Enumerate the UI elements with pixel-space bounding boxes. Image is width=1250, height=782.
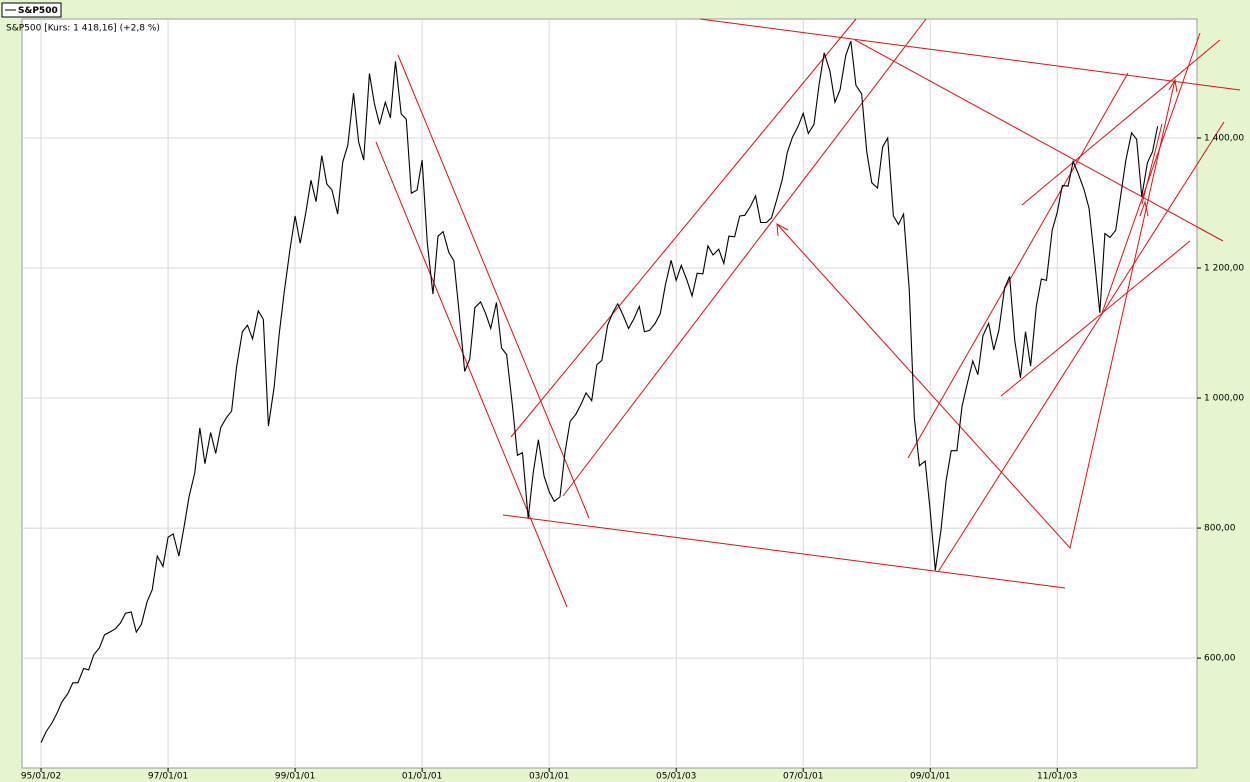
trend-line xyxy=(510,18,857,438)
x-tick-label: 99/01/01 xyxy=(275,772,315,782)
legend-box[interactable] xyxy=(1,2,62,18)
trend-line xyxy=(1141,123,1163,205)
y-tick-label: 1 400,00 xyxy=(1204,133,1244,143)
trend-line xyxy=(699,18,1241,91)
trend-line xyxy=(502,514,1066,589)
price-line xyxy=(40,40,1159,743)
series xyxy=(40,40,1159,743)
x-tick-label: 11/01/03 xyxy=(1037,772,1077,782)
chart-title: S&P500 [Kurs: 1 418,16] (+2,8 %) xyxy=(6,24,160,34)
arrow-head xyxy=(1168,78,1178,93)
y-tick-label: 800,00 xyxy=(1204,524,1236,534)
x-tick-label: 03/01/01 xyxy=(529,772,569,782)
trend-line xyxy=(907,72,1129,459)
x-tick-label: 07/01/01 xyxy=(783,772,823,782)
axis-labels: 600,00 800,00 1 000,00 1 200,00 1 400,00 95/0… xyxy=(21,133,1245,781)
x-tick-label: 05/01/03 xyxy=(656,772,696,782)
trend-line xyxy=(375,141,568,608)
trend-line xyxy=(1021,39,1221,206)
trend-line xyxy=(1000,240,1191,397)
x-tick-label: 09/01/01 xyxy=(910,772,950,782)
y-tick-label: 1 200,00 xyxy=(1204,264,1244,274)
x-tick-label: 95/01/02 xyxy=(21,772,61,782)
trend-line xyxy=(1101,32,1201,314)
x-tick-label: 97/01/01 xyxy=(148,772,188,782)
x-tick-label: 01/01/01 xyxy=(402,772,442,782)
plot-area xyxy=(21,18,1198,769)
trend-line xyxy=(397,54,590,519)
legend-label: S&P500 xyxy=(18,6,58,16)
trend-line xyxy=(937,121,1225,573)
arrow-head xyxy=(776,223,789,237)
grid xyxy=(22,19,1197,768)
y-tick-label: 1 000,00 xyxy=(1204,394,1244,404)
y-tick-label: 600,00 xyxy=(1204,654,1236,664)
trend-line xyxy=(854,39,1224,242)
trend-lines xyxy=(375,18,1241,608)
arrow-head xyxy=(1139,200,1149,217)
trend-line xyxy=(562,18,927,497)
arrow-line xyxy=(776,79,1176,550)
